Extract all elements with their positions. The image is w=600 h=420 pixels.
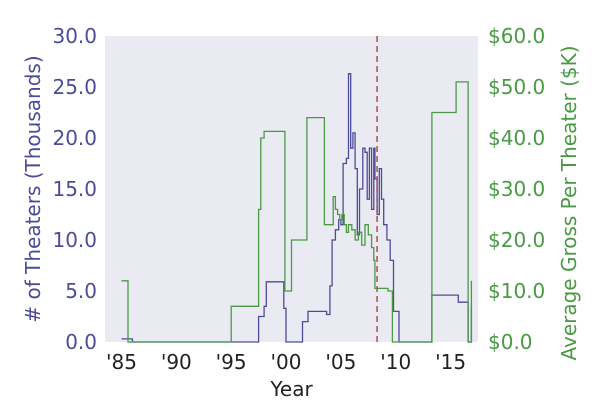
left-tick-label: 20.0 xyxy=(52,126,97,150)
x-tick-label: '05 xyxy=(325,350,356,374)
left-axis-ticks: 0.0 5.0 10.0 15.0 20.0 25.0 30.0 xyxy=(52,24,97,354)
x-tick-label: '85 xyxy=(106,350,137,374)
left-tick-label: 0.0 xyxy=(65,330,97,354)
right-tick-label: $10.0 xyxy=(488,279,545,303)
left-tick-label: 15.0 xyxy=(52,177,97,201)
right-tick-label: $0.0 xyxy=(488,330,533,354)
left-tick-label: 25.0 xyxy=(52,75,97,99)
right-tick-label: $40.0 xyxy=(488,126,545,150)
theaters-series-line xyxy=(121,73,473,343)
plot-area xyxy=(105,36,478,342)
x-axis-label: Year xyxy=(269,377,313,401)
right-axis-ticks: $0.0 $10.0 $20.0 $30.0 $40.0 $50.0 $60.0 xyxy=(488,24,545,354)
gross-series-line xyxy=(121,81,473,343)
x-axis-ticks: '85 '90 '95 '00 '05 '10 '15 xyxy=(106,350,466,374)
x-tick-label: '95 xyxy=(216,350,247,374)
left-tick-label: 5.0 xyxy=(65,279,97,303)
left-y-axis-label: # of Theaters (Thousands) xyxy=(21,55,45,322)
series-layer xyxy=(121,73,473,343)
right-tick-label: $20.0 xyxy=(488,228,545,252)
x-tick-label: '00 xyxy=(271,350,302,374)
x-tick-label: '15 xyxy=(435,350,466,374)
right-tick-label: $30.0 xyxy=(488,177,545,201)
right-tick-label: $50.0 xyxy=(488,75,545,99)
left-tick-label: 30.0 xyxy=(52,24,97,48)
right-y-axis-label: Average Gross Per Theater ($K) xyxy=(557,45,581,360)
x-tick-label: '10 xyxy=(380,350,411,374)
right-tick-label: $60.0 xyxy=(488,24,545,48)
x-tick-label: '90 xyxy=(161,350,192,374)
left-tick-label: 10.0 xyxy=(52,228,97,252)
